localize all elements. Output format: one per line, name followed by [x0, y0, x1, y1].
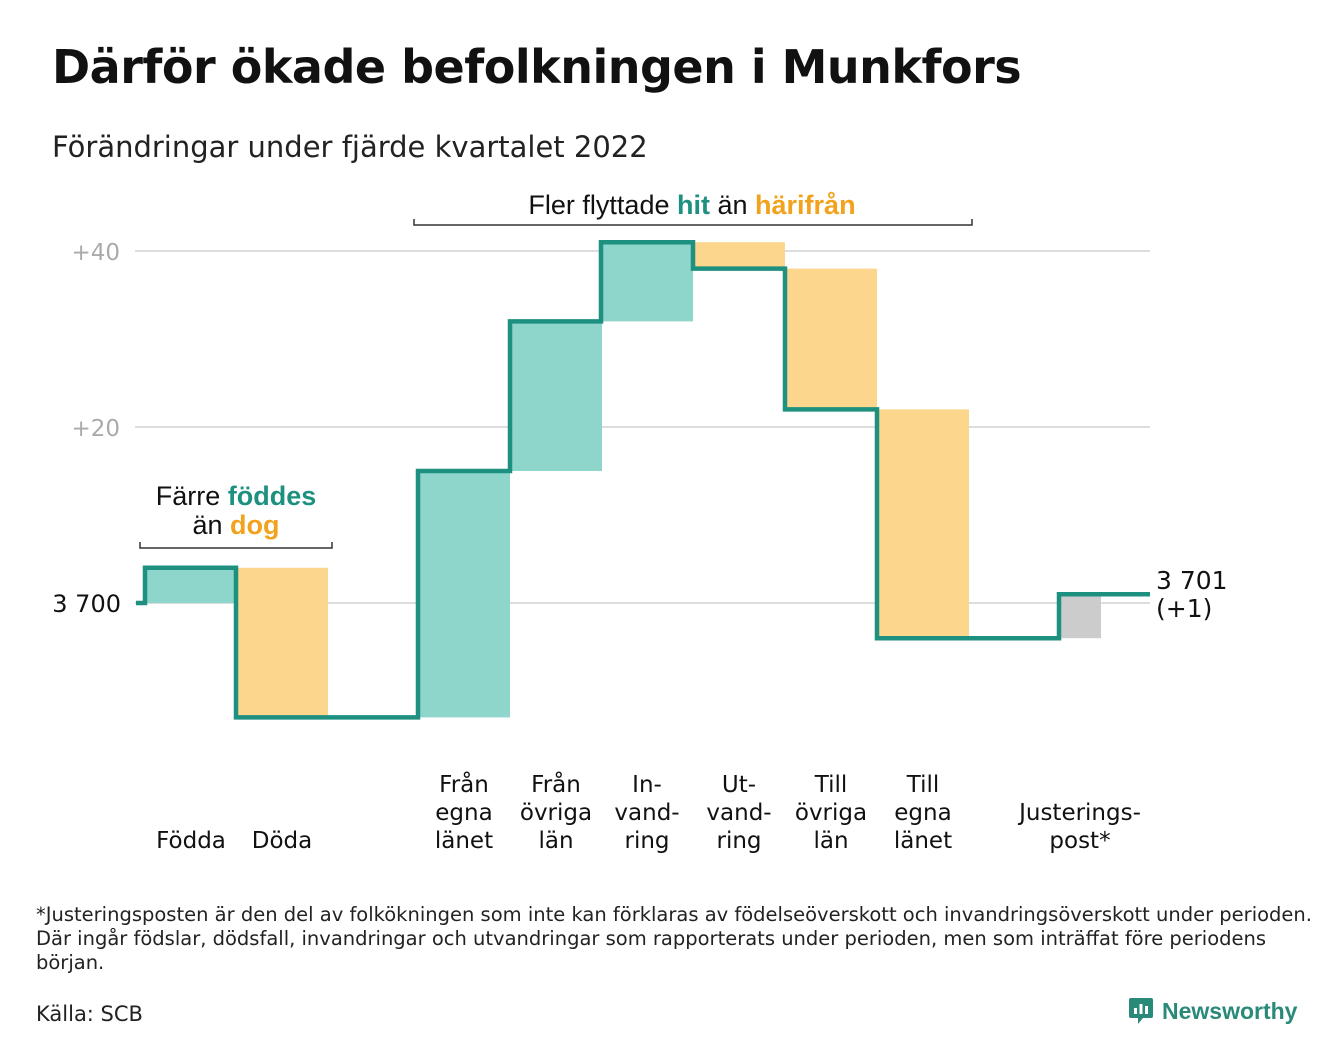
annotation-run: hit	[677, 190, 710, 220]
bar-adjustment	[1059, 594, 1101, 639]
category-label: Från övriga län	[520, 770, 592, 854]
newsworthy-logo-icon	[1129, 998, 1153, 1024]
category-label-line: Till	[814, 772, 848, 798]
baseline-label: 3 700	[52, 590, 121, 618]
annotation-text: Fler flyttade hit än härifrån	[528, 190, 855, 220]
step-line	[136, 239, 1150, 720]
bar-increase	[510, 321, 602, 471]
category-label-line: Till	[906, 772, 940, 798]
category-label-line: vand-	[614, 800, 679, 826]
category-label-line: länet	[435, 828, 493, 854]
annotation-run: dog	[230, 510, 279, 540]
category-label: Födda	[156, 828, 226, 854]
category-label: Ut-vand-ring	[706, 772, 771, 854]
category-label-line: övriga	[520, 800, 592, 826]
annotation-text: än dog	[192, 510, 279, 540]
bar-decrease	[785, 268, 877, 410]
annotation-run: Färre	[156, 481, 228, 511]
annotation-run: härifrån	[755, 190, 856, 220]
end-value-label-line: 3 701	[1156, 566, 1228, 595]
annotation-run: föddes	[228, 481, 317, 511]
bars	[145, 242, 1101, 718]
category-label-line: vand-	[706, 800, 771, 826]
category-label: Justerings-post*	[1017, 800, 1141, 854]
bar-decrease	[693, 242, 785, 269]
source-note: Källa: SCB	[36, 1002, 143, 1026]
bar-decrease	[877, 409, 969, 639]
chart-title: Därför ökade befolkningen i Munkfors	[52, 40, 1022, 94]
annotation-run: än	[192, 510, 230, 540]
category-label-line: län	[813, 828, 848, 854]
footnote: *Justeringsposten är den del av folkökni…	[36, 903, 1312, 974]
bar-decrease	[236, 567, 328, 718]
category-label: In-vand-ring	[614, 772, 679, 854]
category-label: Till egna länet	[894, 772, 952, 854]
category-label-line: länet	[894, 828, 952, 854]
step-line-group	[136, 239, 1150, 720]
category-label-line: Ut-	[722, 772, 756, 798]
category-label: Döda	[252, 828, 312, 854]
bar-increase	[418, 471, 510, 718]
brand-name: Newsworthy	[1162, 997, 1298, 1024]
category-label-line: ring	[624, 828, 669, 854]
category-label-line: egna	[894, 800, 951, 826]
annotation-run: Fler flyttade	[528, 190, 677, 220]
annotation-bracket	[413, 219, 973, 226]
y-tick-label: +40	[71, 240, 120, 266]
category-label-line: post*	[1049, 828, 1110, 854]
category-label-line: Från	[531, 770, 581, 798]
category-label: Från egna länet	[435, 770, 493, 854]
chart-subtitle: Förändringar under fjärde kvartalet 2022	[52, 130, 648, 164]
end-value-label-line: (+1)	[1156, 594, 1212, 623]
brand-logo: Newsworthy	[1128, 996, 1297, 1026]
category-label-line: Justerings-	[1017, 800, 1141, 826]
end-value-label: 3 701 (+1)	[1156, 566, 1228, 623]
category-label-line: Födda	[156, 828, 226, 854]
annotation-bracket	[139, 542, 333, 549]
category-label-line: In-	[632, 772, 662, 798]
y-tick-label: +20	[71, 416, 120, 442]
category-label-line: ring	[716, 828, 761, 854]
category-label-line: egna	[435, 800, 492, 826]
category-label-line: övriga	[795, 800, 867, 826]
bar-increase	[601, 242, 693, 322]
annotation-run: än	[710, 190, 755, 220]
category-label-line: Från	[439, 770, 489, 798]
annotation-text: Färre föddes	[156, 481, 317, 511]
category-label-line: Döda	[252, 828, 312, 854]
category-label: Till övriga län	[795, 772, 867, 854]
bar-increase	[145, 567, 237, 603]
category-label-line: län	[538, 828, 573, 854]
